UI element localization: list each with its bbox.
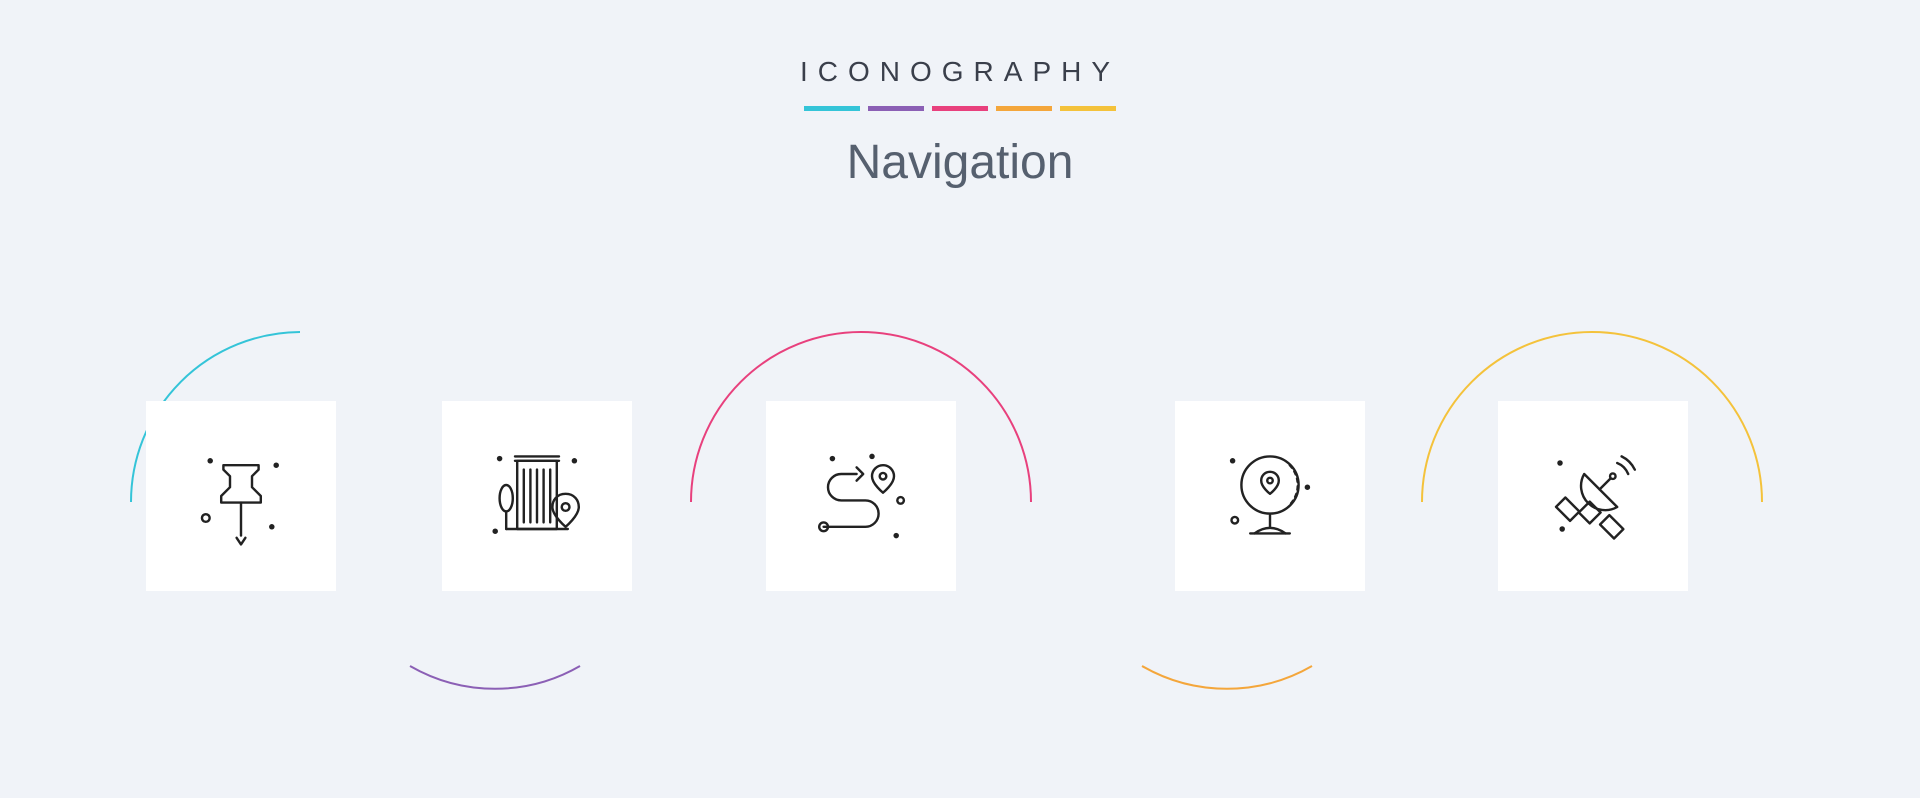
icon-card-globe	[1175, 401, 1365, 591]
bar-4	[1060, 106, 1116, 111]
bar-2	[932, 106, 988, 111]
push-pin-icon	[186, 441, 296, 551]
icon-card-building	[442, 401, 632, 591]
page-title: Navigation	[0, 135, 1920, 190]
icon-card-pin	[146, 401, 336, 591]
route-path-icon	[806, 441, 916, 551]
logo-color-bars	[0, 106, 1920, 111]
bar-0	[804, 106, 860, 111]
logo-text: ICONOGRAPHY	[0, 56, 1920, 88]
bar-1	[868, 106, 924, 111]
icon-card-satellite	[1498, 401, 1688, 591]
satellite-icon	[1538, 441, 1648, 551]
icon-card-route	[766, 401, 956, 591]
building-location-icon	[482, 441, 592, 551]
globe-location-icon	[1215, 441, 1325, 551]
bar-3	[996, 106, 1052, 111]
